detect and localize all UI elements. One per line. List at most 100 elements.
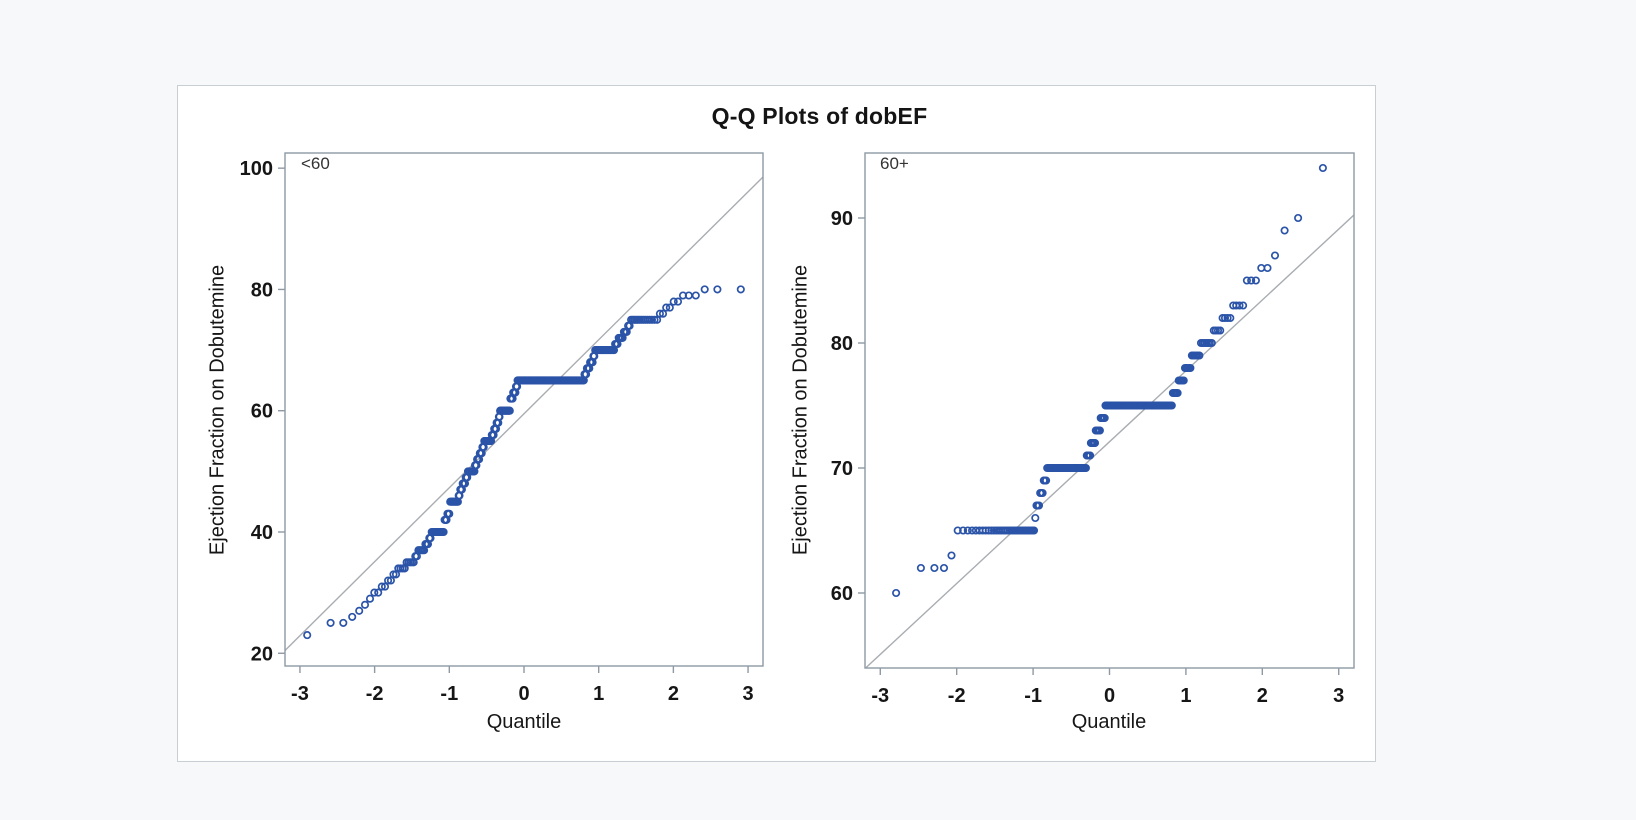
qq-data-point xyxy=(1179,376,1188,385)
qq-data-point xyxy=(1263,263,1272,273)
qq-data-point xyxy=(959,526,968,535)
qq-data-point xyxy=(662,303,671,312)
x-tick-label: 0 xyxy=(518,683,529,705)
qq-data-point xyxy=(505,406,514,415)
qq-data-point xyxy=(377,582,386,591)
qq-data-point xyxy=(303,631,312,640)
qq-data-point xyxy=(691,291,700,300)
x-tick-label: 1 xyxy=(593,683,604,705)
qq-data-point xyxy=(445,509,454,518)
panel-right-y-axis-label: Ejection Fraction on Dobutemine xyxy=(789,264,812,556)
qq-data-point xyxy=(736,285,745,294)
qq-data-point xyxy=(658,309,668,318)
x-tick-label: 3 xyxy=(1333,685,1344,707)
qq-data-point xyxy=(370,588,379,597)
reference-line-panel-0 xyxy=(284,176,764,651)
figure-border-box xyxy=(177,85,1376,762)
y-tick-label: 80 xyxy=(831,333,853,355)
qq-data-point xyxy=(1207,338,1216,348)
qq-data-point xyxy=(1086,451,1095,460)
qq-data-point xyxy=(1220,313,1230,323)
qq-data-point xyxy=(987,526,996,535)
qq-data-point xyxy=(384,576,393,585)
y-tick-label: 70 xyxy=(831,458,853,480)
qq-data-point xyxy=(1034,501,1044,510)
x-tick-label: 2 xyxy=(1257,685,1268,707)
qq-data-point xyxy=(655,309,664,318)
panel-left-group-label: <60 xyxy=(301,154,330,173)
qq-data-point xyxy=(916,563,925,573)
plot-frame-panel-0 xyxy=(284,152,764,667)
qq-data-point xyxy=(700,285,709,294)
qq-data-point xyxy=(939,563,949,573)
qq-data-point xyxy=(355,606,364,615)
y-tick-label: 40 xyxy=(251,522,273,544)
qq-data-point xyxy=(365,594,375,603)
qq-data-point xyxy=(1235,301,1244,310)
qq-data-point xyxy=(1100,413,1109,423)
reference-line-panel-1 xyxy=(865,214,1355,669)
qq-data-point xyxy=(930,563,939,573)
x-tick-label: 0 xyxy=(1104,685,1115,707)
y-tick-label: 100 xyxy=(240,158,273,180)
x-tick-label: -1 xyxy=(440,683,458,705)
qq-data-point xyxy=(326,618,335,627)
qq-data-point xyxy=(380,582,390,591)
qq-data-point xyxy=(389,570,398,579)
y-tick-label: 60 xyxy=(831,583,853,605)
qq-data-point xyxy=(360,600,370,609)
x-tick-label: -3 xyxy=(871,685,889,707)
qq-data-point xyxy=(1280,226,1289,235)
y-tick-label: 80 xyxy=(251,279,273,301)
qq-data-point xyxy=(1318,163,1327,173)
qq-data-point xyxy=(673,297,683,306)
qq-data-point xyxy=(1038,488,1047,498)
qq-data-point xyxy=(892,588,901,598)
x-tick-label: 1 xyxy=(1180,685,1191,707)
qq-data-point xyxy=(348,612,357,621)
qq-data-point xyxy=(953,526,962,535)
panel-left-x-axis-label: Quantile xyxy=(486,711,562,733)
qq-data-point xyxy=(1167,401,1176,410)
qq-data-point xyxy=(374,588,383,597)
qq-data-point xyxy=(1195,351,1204,360)
qq-data-point xyxy=(968,526,977,535)
panel-right-group-label: 60+ xyxy=(880,154,909,173)
qq-data-point xyxy=(439,527,448,537)
qq-data-point xyxy=(650,315,659,324)
qq-data-point xyxy=(1216,326,1225,335)
qq-data-point xyxy=(1186,363,1195,373)
qq-data-point xyxy=(713,285,722,294)
qq-data-point xyxy=(1081,463,1090,473)
qq-data-point xyxy=(1226,313,1235,323)
qq-data-point xyxy=(1294,213,1303,223)
x-tick-label: -2 xyxy=(948,685,966,707)
x-tick-label: 3 xyxy=(743,683,754,705)
qq-data-point xyxy=(665,303,674,312)
qq-data-point xyxy=(1173,388,1182,398)
qq-data-point xyxy=(1095,426,1104,435)
qq-data-point xyxy=(339,618,348,627)
qq-data-point xyxy=(1042,476,1051,485)
qq-data-point xyxy=(1270,251,1280,260)
qq-data-point xyxy=(947,551,956,560)
qq-data-point xyxy=(669,297,678,306)
qq-data-point xyxy=(1031,513,1040,523)
qq-data-point xyxy=(647,315,657,324)
qq-data-point xyxy=(1090,438,1100,448)
x-tick-label: 2 xyxy=(668,683,679,705)
qq-data-point xyxy=(963,526,972,535)
y-tick-label: 90 xyxy=(831,208,853,230)
chart-title: Q-Q Plots of dobEF xyxy=(711,103,928,129)
qq-data-point xyxy=(1247,276,1256,285)
x-tick-label: -3 xyxy=(291,683,309,705)
qq-data-point xyxy=(1251,276,1260,285)
qq-data-point xyxy=(1029,526,1039,535)
panel-left-y-axis-label: Ejection Fraction on Dobutemine xyxy=(206,264,229,556)
qq-data-point xyxy=(1242,276,1251,285)
y-tick-label: 20 xyxy=(251,643,273,665)
qq-data-point xyxy=(1239,301,1248,310)
y-tick-label: 60 xyxy=(251,401,273,423)
